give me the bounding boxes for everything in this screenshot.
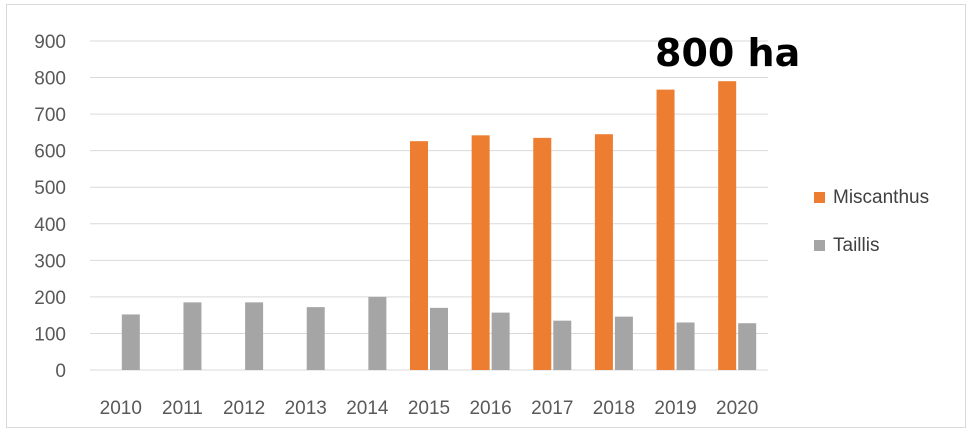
bar-taillis-2015 (430, 307, 448, 370)
legend: Miscanthus Taillis (814, 187, 929, 256)
x-tick-label-2018: 2018 (593, 398, 635, 419)
bar-miscanthus-2018 (594, 134, 613, 370)
bar-miscanthus-2017 (533, 137, 552, 370)
x-tick-label-2012: 2012 (223, 398, 265, 419)
bar-taillis-2016 (491, 312, 510, 370)
y-tick-label: 300 (34, 251, 66, 272)
legend-swatch-miscanthus (814, 192, 825, 203)
bar-taillis-2012 (245, 302, 264, 370)
x-tick-label-2013: 2013 (285, 398, 327, 419)
y-tick-label: 100 (34, 324, 66, 345)
y-tick-label: 400 (34, 215, 66, 236)
x-tick-label-2017: 2017 (531, 398, 573, 419)
legend-label-miscanthus: Miscanthus (833, 187, 929, 208)
y-tick-label: 500 (34, 178, 66, 199)
bar-taillis-2013 (306, 307, 325, 370)
y-tick-label: 600 (34, 142, 66, 163)
x-tick-label-2010: 2010 (100, 398, 142, 419)
bar-miscanthus-2019 (656, 89, 675, 370)
bar-taillis-2011 (183, 302, 202, 370)
x-tick-label-2016: 2016 (469, 398, 511, 419)
bar-taillis-2010 (121, 314, 140, 370)
y-axis-ticks: 0 100 200 300 400 500 600 700 800 900 (34, 32, 66, 382)
bar-taillis-2019 (676, 322, 695, 370)
y-tick-label: 900 (34, 32, 66, 53)
bar-miscanthus-2020 (718, 81, 737, 370)
y-tick-label: 0 (55, 361, 66, 382)
y-tick-label: 200 (34, 288, 66, 309)
x-tick-label-2020: 2020 (716, 398, 758, 419)
gridlines (90, 40, 768, 371)
bar-taillis-2018 (614, 316, 633, 370)
bar-miscanthus-2016 (471, 135, 490, 370)
bar-miscanthus-2015 (410, 141, 428, 370)
y-tick-label: 700 (34, 105, 66, 126)
bar-taillis-2020 (738, 323, 757, 370)
annotation-800-ha: 800 ha (655, 31, 800, 75)
x-axis-ticks: 2010 2011 2012 2013 2014 2015 2016 2017 2018 2019… (100, 398, 759, 419)
legend-label-taillis: Taillis (833, 235, 879, 256)
bar-taillis-2017 (553, 320, 572, 370)
bar-taillis-2014 (368, 296, 387, 370)
x-tick-label-2014: 2014 (346, 398, 389, 419)
y-tick-label: 800 (34, 69, 66, 90)
x-tick-label-2019: 2019 (654, 398, 696, 419)
legend-swatch-taillis (814, 240, 825, 251)
x-tick-label-2011: 2011 (162, 398, 203, 419)
bars (121, 81, 757, 370)
x-tick-label-2015: 2015 (408, 398, 450, 419)
